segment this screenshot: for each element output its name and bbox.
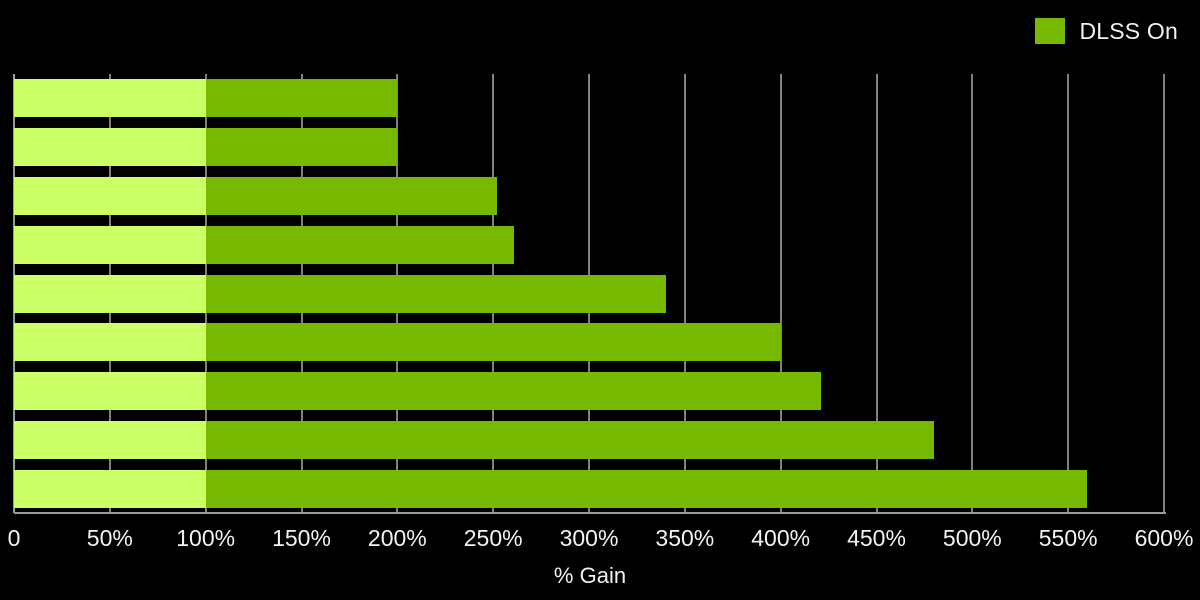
x-tick-label-350: 350% bbox=[655, 525, 715, 551]
bar-segment-baseline bbox=[14, 372, 206, 411]
bar-segment-baseline bbox=[14, 420, 206, 459]
bar-row bbox=[14, 323, 781, 362]
bar-row bbox=[14, 128, 398, 167]
legend-label-dlss-on: DLSS On bbox=[1079, 18, 1178, 44]
bar-row bbox=[14, 176, 497, 215]
x-tick-label-0: 0 bbox=[7, 525, 21, 551]
x-axis-line bbox=[14, 512, 1166, 514]
chart-legend: DLSS On bbox=[1035, 14, 1178, 48]
plot-area bbox=[13, 74, 1165, 513]
bar-row bbox=[14, 372, 821, 411]
bar-row bbox=[14, 225, 515, 264]
bar-row bbox=[14, 274, 666, 313]
bar-row bbox=[14, 79, 398, 118]
bar-segment-dlss-on bbox=[205, 176, 497, 215]
bar-segment-baseline bbox=[14, 128, 206, 167]
bar-segment-baseline bbox=[14, 323, 206, 362]
x-tick-label-550: 550% bbox=[1038, 525, 1098, 551]
bar-segment-baseline bbox=[14, 469, 206, 508]
x-axis-title: % Gain bbox=[553, 563, 627, 588]
x-tick-label-400: 400% bbox=[751, 525, 811, 551]
bar-segment-dlss-on bbox=[205, 469, 1088, 508]
bar-row bbox=[14, 469, 1088, 508]
x-tick-label-200: 200% bbox=[367, 525, 427, 551]
bar-series bbox=[14, 74, 1164, 513]
x-tick-label-450: 450% bbox=[847, 525, 906, 551]
bar-segment-dlss-on bbox=[205, 274, 666, 313]
x-tick-label-100: 100% bbox=[176, 525, 236, 551]
x-tick-label-250: 250% bbox=[463, 525, 523, 551]
bar-segment-baseline bbox=[14, 225, 206, 264]
x-tick-label-50: 50% bbox=[86, 525, 133, 551]
bar-segment-baseline bbox=[14, 274, 206, 313]
bar-segment-baseline bbox=[14, 79, 206, 118]
bar-segment-dlss-on bbox=[205, 79, 398, 118]
bar-segment-dlss-on bbox=[205, 128, 398, 167]
bar-segment-baseline bbox=[14, 176, 206, 215]
x-tick-label-500: 500% bbox=[942, 525, 1002, 551]
bar-segment-dlss-on bbox=[205, 225, 515, 264]
x-tick-label-600: 600% bbox=[1134, 525, 1194, 551]
bar-segment-dlss-on bbox=[205, 420, 934, 459]
bar-row bbox=[14, 420, 934, 459]
bar-segment-dlss-on bbox=[205, 323, 781, 362]
x-tick-label-300: 300% bbox=[559, 525, 619, 551]
legend-swatch-dlss-on bbox=[1035, 18, 1066, 44]
bar-segment-dlss-on bbox=[205, 372, 821, 411]
x-tick-label-150: 150% bbox=[272, 525, 331, 551]
